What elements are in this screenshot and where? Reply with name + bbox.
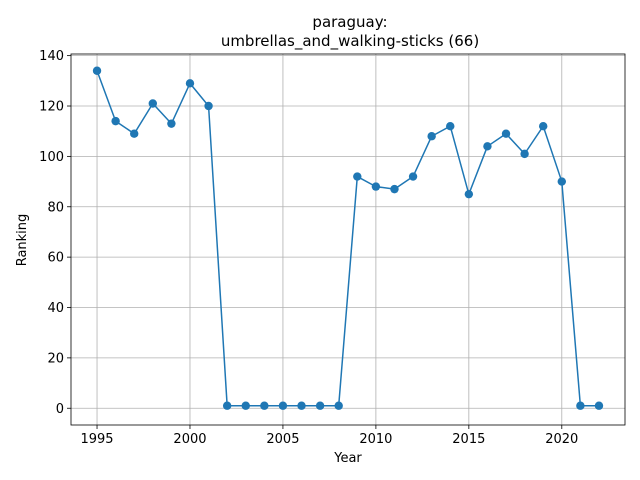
y-tick-label: 0: [56, 402, 64, 417]
data-point: [111, 116, 120, 126]
x-tick-label: 1995: [80, 432, 113, 447]
y-tick-label: 120: [39, 100, 64, 115]
data-point: [334, 401, 343, 410]
x-tick-label: 2015: [452, 432, 485, 447]
x-tick-label: 2005: [266, 432, 299, 447]
grid-lines: [71, 54, 625, 425]
data-point: [260, 401, 269, 410]
y-axis-label: Ranking: [15, 214, 30, 267]
data-point: [446, 121, 455, 131]
y-tick-label: 40: [47, 301, 64, 316]
tick-marks-and-labels: 1995 2000 2005 2010 2015 2020 0 20 40 60 80 100 120 1…: [39, 49, 578, 447]
data-point: [557, 177, 566, 186]
data-point: [222, 401, 232, 410]
data-point: [576, 401, 585, 410]
y-tick-label: 100: [39, 150, 64, 165]
data-point: [464, 189, 474, 199]
data-point: [539, 121, 548, 131]
data-point: [371, 182, 381, 191]
data-point: [185, 79, 195, 88]
data-point: [594, 401, 604, 410]
data-point: [390, 184, 399, 194]
data-point: [278, 401, 288, 410]
data-point: [92, 66, 102, 75]
data-point: [148, 99, 157, 108]
x-tick-label: 2010: [359, 432, 392, 447]
series-ranking: [92, 66, 604, 410]
y-tick-label: 80: [47, 200, 64, 215]
series-line: [96, 70, 599, 407]
data-point: [353, 172, 362, 181]
y-tick-label: 20: [47, 351, 64, 366]
chart-title-line-2: umbrellas_and_walking-sticks (66): [221, 32, 479, 51]
data-point: [427, 132, 436, 141]
x-tick-label: 2020: [545, 432, 578, 447]
data-point: [315, 401, 325, 410]
data-point: [297, 401, 306, 410]
data-point: [408, 172, 418, 181]
plot-frame: [70, 53, 626, 426]
y-tick-label: 60: [47, 251, 64, 266]
axes: [70, 53, 626, 426]
data-point: [130, 129, 139, 138]
x-tick-label: 2000: [173, 432, 206, 447]
y-tick-label: 140: [39, 49, 64, 64]
data-point: [204, 101, 213, 111]
data-point: [520, 149, 529, 159]
data-point: [241, 401, 250, 410]
data-point: [167, 119, 176, 128]
chart-title-line-1: paraguay:: [312, 13, 387, 31]
data-point: [483, 142, 492, 151]
data-point: [501, 129, 511, 138]
x-axis-label: Year: [333, 451, 362, 466]
